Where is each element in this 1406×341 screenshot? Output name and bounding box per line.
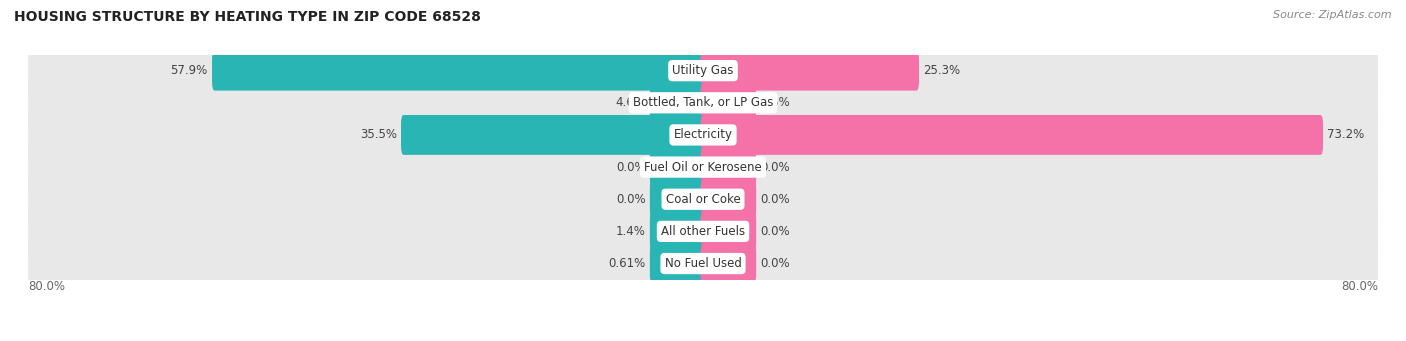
Text: 35.5%: 35.5%	[360, 129, 396, 142]
Text: 1.5%: 1.5%	[761, 96, 790, 109]
FancyBboxPatch shape	[650, 147, 706, 187]
FancyBboxPatch shape	[212, 51, 706, 91]
Text: 0.0%: 0.0%	[616, 161, 645, 174]
FancyBboxPatch shape	[650, 243, 706, 283]
Text: 57.9%: 57.9%	[170, 64, 208, 77]
Text: 0.0%: 0.0%	[761, 257, 790, 270]
Text: 25.3%: 25.3%	[924, 64, 960, 77]
Text: 0.61%: 0.61%	[609, 257, 645, 270]
FancyBboxPatch shape	[700, 115, 1323, 155]
Text: No Fuel Used: No Fuel Used	[665, 257, 741, 270]
FancyBboxPatch shape	[28, 107, 1378, 163]
FancyBboxPatch shape	[700, 83, 756, 123]
Text: 0.0%: 0.0%	[761, 225, 790, 238]
FancyBboxPatch shape	[28, 43, 1378, 98]
FancyBboxPatch shape	[28, 172, 1378, 227]
Text: 0.0%: 0.0%	[761, 193, 790, 206]
Text: 1.4%: 1.4%	[616, 225, 645, 238]
FancyBboxPatch shape	[28, 139, 1378, 195]
FancyBboxPatch shape	[28, 75, 1378, 131]
FancyBboxPatch shape	[700, 147, 756, 187]
Text: 4.6%: 4.6%	[616, 96, 645, 109]
FancyBboxPatch shape	[650, 211, 706, 251]
FancyBboxPatch shape	[700, 179, 756, 219]
Text: Fuel Oil or Kerosene: Fuel Oil or Kerosene	[644, 161, 762, 174]
Legend: Owner-occupied, Renter-occupied: Owner-occupied, Renter-occupied	[572, 337, 834, 341]
Text: Coal or Coke: Coal or Coke	[665, 193, 741, 206]
FancyBboxPatch shape	[401, 115, 706, 155]
Text: 73.2%: 73.2%	[1327, 129, 1364, 142]
FancyBboxPatch shape	[700, 243, 756, 283]
FancyBboxPatch shape	[700, 51, 920, 91]
Text: HOUSING STRUCTURE BY HEATING TYPE IN ZIP CODE 68528: HOUSING STRUCTURE BY HEATING TYPE IN ZIP…	[14, 10, 481, 24]
Text: 80.0%: 80.0%	[1341, 280, 1378, 293]
Text: Bottled, Tank, or LP Gas: Bottled, Tank, or LP Gas	[633, 96, 773, 109]
FancyBboxPatch shape	[28, 204, 1378, 259]
FancyBboxPatch shape	[650, 179, 706, 219]
FancyBboxPatch shape	[650, 83, 706, 123]
Text: Source: ZipAtlas.com: Source: ZipAtlas.com	[1274, 10, 1392, 20]
Text: Utility Gas: Utility Gas	[672, 64, 734, 77]
Text: 0.0%: 0.0%	[761, 161, 790, 174]
Text: Electricity: Electricity	[673, 129, 733, 142]
Text: All other Fuels: All other Fuels	[661, 225, 745, 238]
Text: 0.0%: 0.0%	[616, 193, 645, 206]
FancyBboxPatch shape	[28, 236, 1378, 291]
Text: 80.0%: 80.0%	[28, 280, 65, 293]
FancyBboxPatch shape	[700, 211, 756, 251]
